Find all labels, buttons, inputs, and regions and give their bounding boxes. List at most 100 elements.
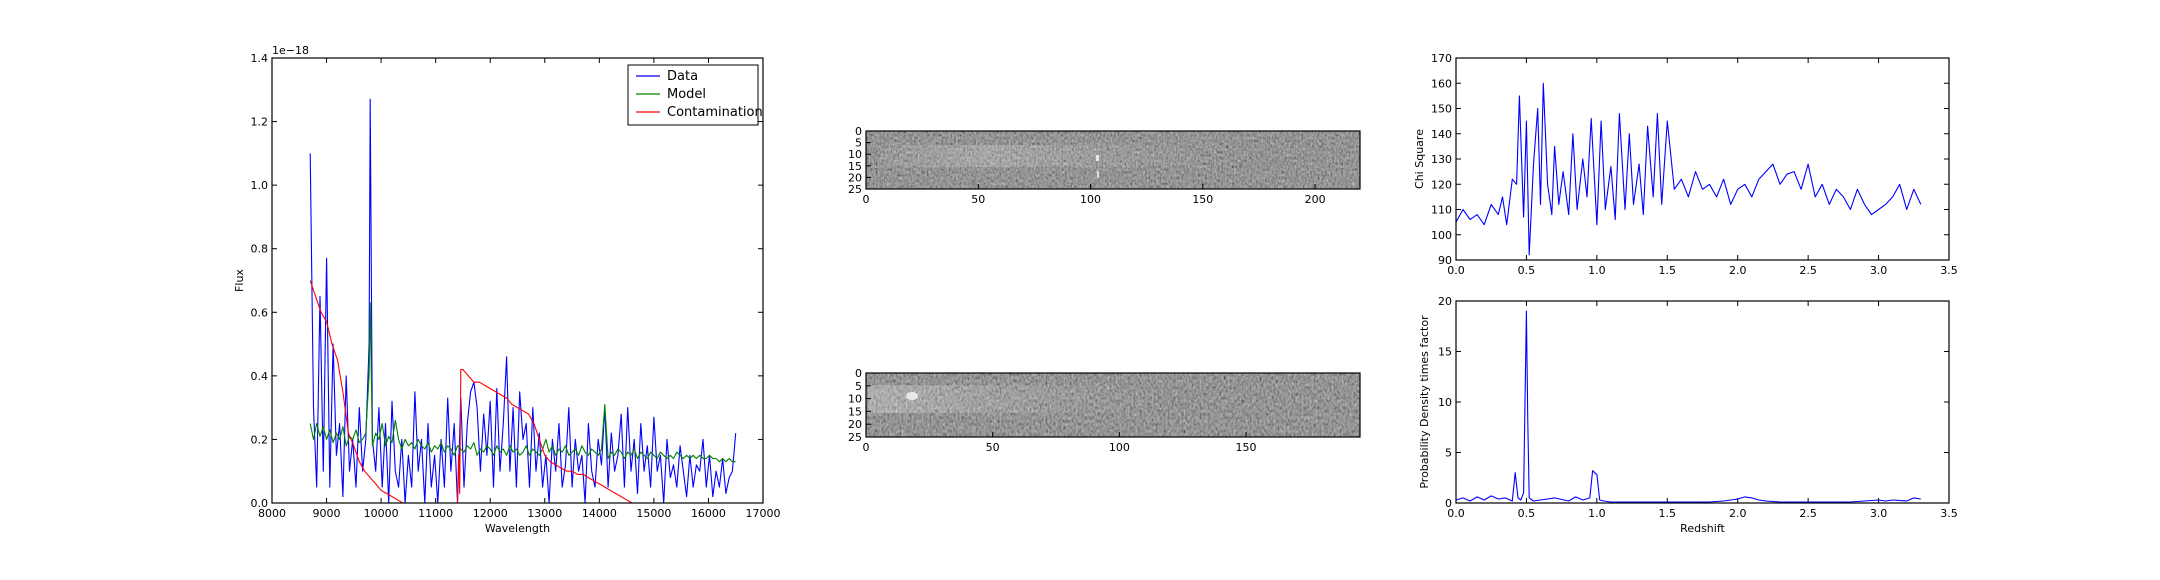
image-bottom-ytick-label: 0 (855, 367, 862, 380)
spectrum-xtick-label: 12000 (473, 507, 508, 520)
chisquare-xtick-label: 3.5 (1940, 264, 1958, 277)
probability-xtick-label: 0.5 (1518, 507, 1536, 520)
chisquare-xtick-label: 2.0 (1729, 264, 1747, 277)
probability-xtick-label: 1.5 (1659, 507, 1677, 520)
image-top-xtick-label: 50 (971, 193, 985, 206)
probability-xtick-label: 0.0 (1447, 507, 1465, 520)
legend-label-contamination: Contamination (667, 105, 763, 120)
chisquare-ytick-label: 150 (1431, 103, 1452, 116)
image-top-frame (865, 130, 1361, 190)
spectrum-series-data (309, 98, 737, 504)
image-bottom-xtick-label: 50 (986, 441, 1000, 454)
chisquare-ytick-label: 120 (1431, 178, 1452, 191)
image-top-bright-spot (1096, 155, 1099, 161)
spectrum-ytick-label: 0.6 (251, 306, 269, 319)
spectrum-series-model (309, 302, 736, 463)
image-bottom-bright-spot (906, 392, 918, 400)
spectrum-ytick-label: 0.8 (251, 243, 269, 256)
chisquare-plot: 0.0 0.5 1.0 1.5 2.0 2.5 3.0 3.5 90 100 110 120 130 14… (1413, 52, 1958, 277)
chisquare-xtick-label: 0.5 (1518, 264, 1536, 277)
chisquare-ytick-label: 170 (1431, 52, 1452, 65)
image-top-xtick-label: 100 (1080, 193, 1101, 206)
probability-ytick-label: 5 (1445, 447, 1452, 460)
chisquare-y-axis-label: Chi Square (1413, 129, 1426, 189)
chisquare-xtick-label: 1.0 (1588, 264, 1606, 277)
chisquare-xtick-label: 2.5 (1799, 264, 1817, 277)
probability-series (1455, 310, 1921, 503)
chisquare-series-line (1455, 82, 1922, 256)
legend-label-data: Data (667, 69, 698, 84)
probability-y-axis-label: Probability Density times factor (1418, 315, 1431, 489)
image-top-trace (880, 145, 1240, 167)
chisquare-ytick-label: 160 (1431, 77, 1452, 90)
image-top-ytick-label: 25 (848, 183, 862, 196)
chisquare-axis-ticks: 0.0 0.5 1.0 1.5 2.0 2.5 3.0 3.5 90 100 110 120 130 14… (1431, 52, 1958, 277)
chisquare-ytick-label: 130 (1431, 153, 1452, 166)
image-top-xtick-label: 150 (1192, 193, 1213, 206)
probability-xtick-label: 2.0 (1729, 507, 1747, 520)
probability-axis-ticks: 0.0 0.5 1.0 1.5 2.0 2.5 3.0 3.5 0 5 10 15 20 (1438, 295, 1958, 520)
probability-ytick-label: 0 (1445, 497, 1452, 510)
chisquare-ytick-label: 140 (1431, 128, 1452, 141)
spectrum-ytick-label: 0.2 (251, 433, 269, 446)
spectrum-axis-ticks: 8000 9000 10000 11000 12000 13000 14000 15000 16… (251, 52, 781, 520)
probability-plot: 0.0 0.5 1.0 1.5 2.0 2.5 3.0 3.5 0 5 10 15 20 Redshif… (1418, 295, 1958, 535)
probability-xtick-label: 3.5 (1940, 507, 1958, 520)
spectrum-x-axis-label: Wavelength (485, 522, 550, 535)
probability-ytick-label: 15 (1438, 346, 1452, 359)
spectrum-xtick-label: 8000 (258, 507, 286, 520)
chisquare-xtick-label: 3.0 (1870, 264, 1888, 277)
spectrum-axes-frame (271, 57, 764, 504)
spectrum-ytick-label: 1.0 (251, 179, 269, 192)
chisquare-xtick-label: 1.5 (1659, 264, 1677, 277)
probability-axes-frame (1455, 300, 1950, 504)
spectrum-xtick-label: 10000 (364, 507, 399, 520)
spectrum-legend: Data Model Contamination (627, 64, 763, 126)
probability-xtick-label: 2.5 (1799, 507, 1817, 520)
image-top-ytick-label: 10 (848, 148, 862, 161)
chisquare-ytick-label: 90 (1438, 254, 1452, 267)
probability-x-axis-label: Redshift (1680, 522, 1725, 535)
spectrum-xtick-label: 11000 (418, 507, 453, 520)
image-bottom-ytick-label: 5 (855, 380, 862, 393)
probability-xtick-label: 3.0 (1870, 507, 1888, 520)
image-bottom-frame (865, 372, 1361, 438)
chisquare-xtick-label: 0.0 (1447, 264, 1465, 277)
image-bottom-ytick-label: 15 (848, 405, 862, 418)
image-top-bright-spot-2 (1097, 171, 1099, 178)
spectrum-xtick-label: 13000 (527, 507, 562, 520)
chisquare-ytick-label: 100 (1431, 229, 1452, 242)
image-bottom-ytick-label: 10 (848, 393, 862, 406)
probability-xtick-label: 1.0 (1588, 507, 1606, 520)
spectrum-xtick-label: 14000 (582, 507, 617, 520)
legend-label-model: Model (667, 87, 706, 102)
spectrum-offset-text: 1e−18 (272, 44, 309, 57)
spectrum-series (309, 98, 737, 504)
spectrum-y-axis-label: Flux (233, 269, 246, 292)
image-top-ytick-label: 5 (855, 137, 862, 150)
spectrum-xtick-label: 15000 (636, 507, 671, 520)
image-top-ytick-label: 0 (855, 125, 862, 138)
image-top-xtick-label: 200 (1305, 193, 1326, 206)
spectrum-ytick-label: 0.4 (251, 370, 269, 383)
spectrum-plot: 8000 9000 10000 11000 12000 13000 14000 15000 16… (233, 44, 781, 535)
chisquare-series (1455, 82, 1922, 256)
spectrum-xtick-label: 9000 (313, 507, 341, 520)
image-bottom-ytick-label: 20 (848, 418, 862, 431)
image-top-xtick-label: 0 (863, 193, 870, 206)
image-bottom-xtick-label: 150 (1236, 441, 1257, 454)
probability-ytick-label: 10 (1438, 396, 1452, 409)
chisquare-ytick-label: 110 (1431, 204, 1452, 217)
image-top-ytick-label: 15 (848, 160, 862, 173)
image-bottom-xtick-label: 100 (1109, 441, 1130, 454)
spectrum-ytick-label: 0.0 (251, 497, 269, 510)
chisquare-axes-frame (1455, 57, 1950, 261)
spectrum-xtick-label: 17000 (746, 507, 781, 520)
spectrum-series-contamination (309, 280, 654, 504)
probability-ytick-label: 20 (1438, 295, 1452, 308)
image-top-ytick-label: 20 (848, 171, 862, 184)
